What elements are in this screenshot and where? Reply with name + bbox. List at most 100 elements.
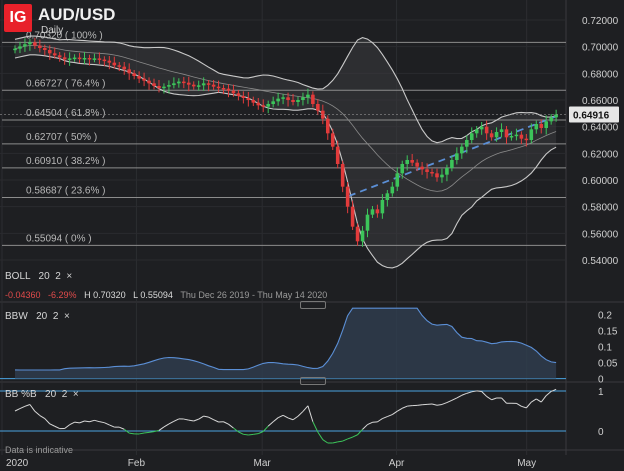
bbpb-line-segment: [431, 403, 438, 406]
pane-resize-handle-1[interactable]: [300, 301, 326, 309]
candle-body: [345, 186, 350, 207]
candle-body: [281, 97, 285, 99]
bbpb-line-segment: [14, 408, 21, 412]
bbpb-line-segment: [267, 421, 274, 427]
bbpb-line-segment: [441, 402, 448, 405]
candle-body: [534, 124, 539, 130]
bbpb-line-segment: [272, 417, 279, 423]
candle-body: [122, 66, 127, 70]
candle-body: [47, 50, 52, 54]
bbpb-close-icon[interactable]: ×: [72, 389, 79, 400]
candle-body: [549, 117, 553, 122]
candle-body: [13, 48, 17, 51]
candle-body: [460, 146, 464, 154]
bbpb-stddev: 2: [61, 389, 68, 400]
pane-resize-handle-2[interactable]: [300, 377, 326, 385]
bbpb-line-segment: [342, 438, 348, 442]
bbpb-line-segment: [233, 427, 239, 433]
candle-body: [544, 121, 548, 128]
x-tick-label: 2020: [6, 458, 29, 469]
bbpb-line-segment: [417, 404, 423, 406]
candle-body: [62, 57, 67, 60]
bbpb-line-segment: [64, 424, 70, 429]
candle-body: [67, 58, 72, 60]
bbw-close-icon[interactable]: ×: [63, 311, 70, 322]
bbpb-label[interactable]: BB %B 20 2 ×: [5, 389, 79, 400]
candle-body: [360, 230, 365, 242]
candle-body: [117, 65, 122, 67]
bbpb-line-segment: [525, 401, 532, 409]
bbpb-line-segment: [292, 415, 299, 421]
candle-body: [28, 42, 32, 45]
candle-body: [494, 132, 499, 138]
bbpb-line-segment: [213, 419, 219, 423]
candle-body: [425, 169, 429, 172]
bbpb-name: BB %B: [5, 389, 37, 400]
boll-stddev: 2: [55, 271, 61, 282]
bbpb-line-segment: [69, 421, 75, 426]
boll-close-icon[interactable]: ×: [66, 271, 73, 282]
trendline: [348, 115, 558, 197]
bbpb-line-segment: [456, 394, 463, 399]
bbpb-line-segment: [446, 399, 453, 404]
bbpb-line-segment: [253, 433, 259, 435]
boll-label[interactable]: BOLL 20 2 ×: [5, 271, 72, 282]
bbpb-line-segment: [481, 391, 487, 397]
period-label: Daily: [41, 25, 64, 36]
y-tick-label: 0.66000: [582, 96, 619, 107]
bbpb-line-segment: [287, 417, 294, 421]
last-price-label: 0.64916: [573, 110, 610, 121]
y-tick-label: 0.68000: [582, 69, 619, 80]
candle-body: [52, 53, 57, 56]
bbpb-line-segment: [168, 420, 175, 425]
bbpb-line-segment: [173, 418, 180, 422]
bbpb-line-segment: [228, 423, 234, 429]
low-value: L 0.55094: [133, 290, 173, 300]
bbpb-line-segment: [362, 424, 368, 430]
bbpb-line-segment: [123, 428, 130, 434]
candle-body: [221, 88, 226, 90]
bollinger-lower-band: [14, 54, 557, 269]
bbpb-line-segment: [516, 402, 522, 407]
candle-body: [112, 62, 117, 66]
candle-body: [97, 58, 102, 60]
bbpb-line-segment: [44, 418, 51, 425]
candle-body: [266, 104, 270, 107]
candle-body: [43, 48, 47, 50]
bbpb-line-segment: [352, 434, 358, 438]
candle-body: [316, 104, 320, 111]
candle-body: [410, 160, 414, 163]
fib-level-label: 0.58687 ( 23.6% ): [26, 186, 106, 197]
candle-body: [489, 133, 494, 138]
bbpb-line-segment: [302, 405, 309, 412]
bbpb-y-tick-label: 1: [598, 387, 604, 398]
candle-body: [57, 55, 62, 58]
bbpb-line-segment: [183, 418, 189, 421]
bbpb-line-segment: [476, 390, 482, 392]
bbpb-line-segment: [521, 405, 527, 409]
bbpb-line-segment: [436, 403, 443, 406]
bbw-y-tick-label: 0.15: [598, 327, 618, 338]
candle-body: [186, 82, 191, 85]
x-tick-label: Feb: [128, 458, 146, 469]
bbpb-line-segment: [277, 414, 284, 419]
candle-body: [226, 88, 231, 91]
bbpb-line-segment: [54, 425, 60, 430]
candle-body: [445, 168, 449, 175]
candle-body: [147, 80, 151, 84]
change-pct: -6.29%: [48, 290, 77, 300]
bbw-label[interactable]: BBW 20 2 ×: [5, 311, 70, 322]
candle-body: [172, 83, 176, 86]
fib-level-label: 0.55094 ( 0% ): [26, 233, 92, 244]
bbpb-line-segment: [550, 388, 557, 392]
candle-body: [201, 83, 206, 86]
bbpb-line-segment: [243, 433, 249, 436]
change-value: -0.04360: [5, 290, 41, 300]
bbpb-line-segment: [109, 424, 115, 428]
disclaimer: Data is indicative: [5, 445, 74, 455]
bbpb-line-segment: [144, 431, 150, 434]
candle-body: [216, 86, 221, 89]
candle-body: [435, 173, 439, 178]
candle-body: [301, 97, 305, 100]
bbpb-line-segment: [94, 419, 100, 423]
